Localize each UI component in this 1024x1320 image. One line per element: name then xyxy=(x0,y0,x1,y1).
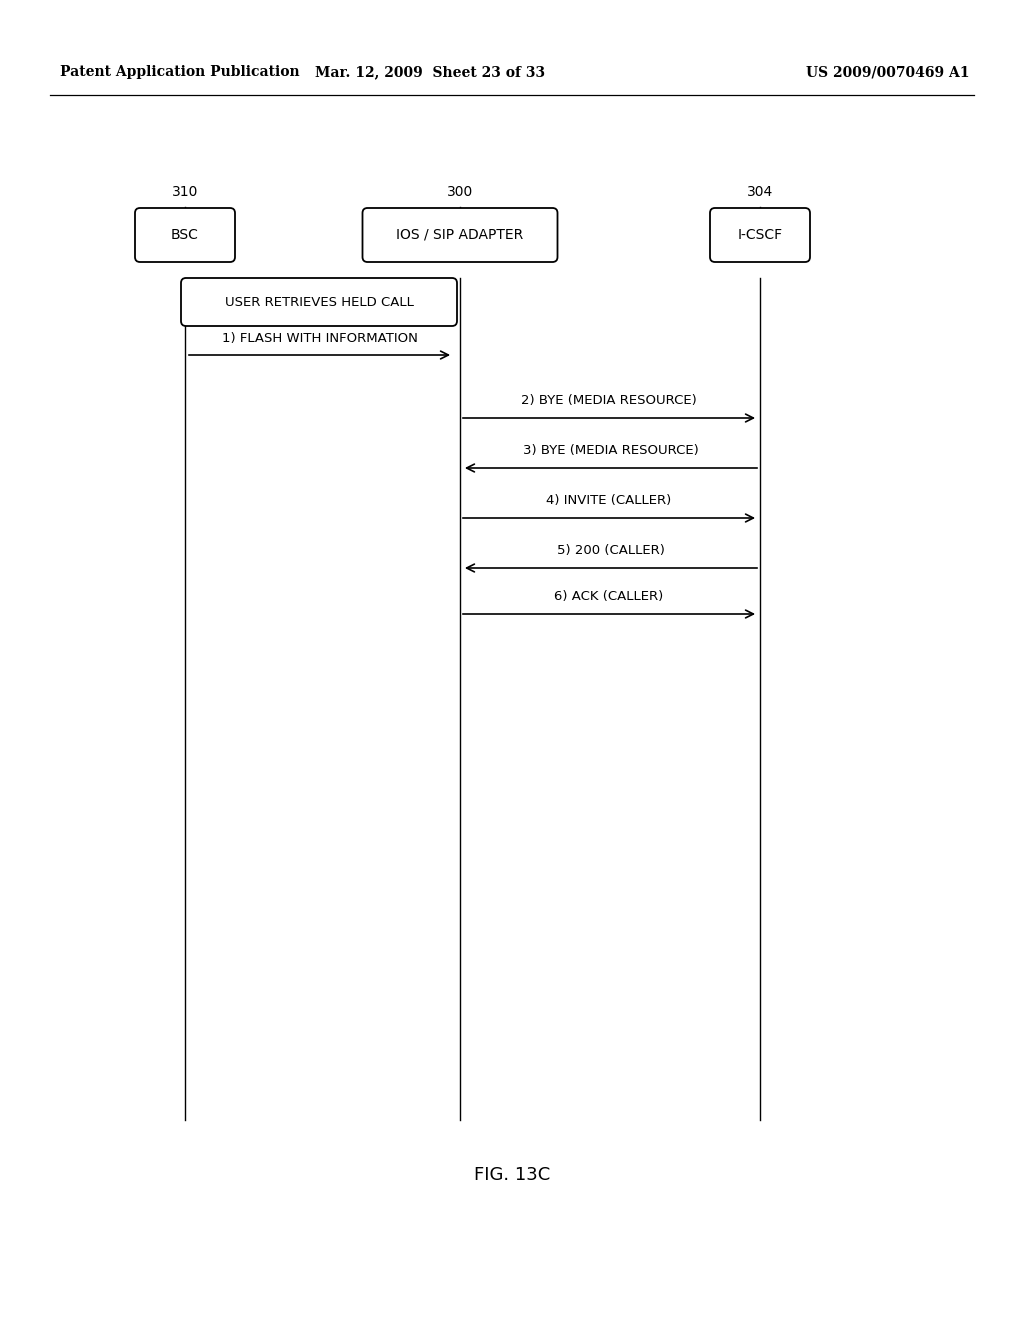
Text: 1) FLASH WITH INFORMATION: 1) FLASH WITH INFORMATION xyxy=(221,333,418,345)
Text: IOS / SIP ADAPTER: IOS / SIP ADAPTER xyxy=(396,228,523,242)
Text: 300: 300 xyxy=(446,185,473,199)
FancyBboxPatch shape xyxy=(362,209,557,261)
Text: Patent Application Publication: Patent Application Publication xyxy=(60,65,300,79)
Text: 6) ACK (CALLER): 6) ACK (CALLER) xyxy=(554,590,664,603)
Text: 5) 200 (CALLER): 5) 200 (CALLER) xyxy=(557,544,665,557)
Text: BSC: BSC xyxy=(171,228,199,242)
Text: I-CSCF: I-CSCF xyxy=(737,228,782,242)
Text: 310: 310 xyxy=(172,185,199,199)
Text: US 2009/0070469 A1: US 2009/0070469 A1 xyxy=(807,65,970,79)
Text: USER RETRIEVES HELD CALL: USER RETRIEVES HELD CALL xyxy=(224,296,414,309)
FancyBboxPatch shape xyxy=(135,209,234,261)
FancyBboxPatch shape xyxy=(710,209,810,261)
Text: 4) INVITE (CALLER): 4) INVITE (CALLER) xyxy=(547,494,672,507)
Text: FIG. 13C: FIG. 13C xyxy=(474,1166,550,1184)
Text: 2) BYE (MEDIA RESOURCE): 2) BYE (MEDIA RESOURCE) xyxy=(521,393,697,407)
Text: 304: 304 xyxy=(746,185,773,199)
FancyBboxPatch shape xyxy=(181,279,457,326)
Text: Mar. 12, 2009  Sheet 23 of 33: Mar. 12, 2009 Sheet 23 of 33 xyxy=(315,65,545,79)
Text: 3) BYE (MEDIA RESOURCE): 3) BYE (MEDIA RESOURCE) xyxy=(523,444,698,457)
